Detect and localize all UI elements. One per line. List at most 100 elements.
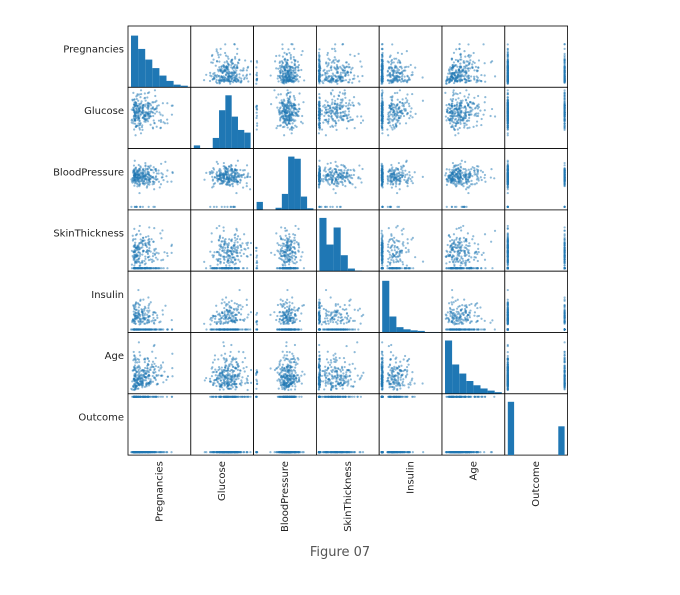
scatter-point [229, 82, 232, 85]
scatter-point [456, 174, 459, 178]
scatter-point [335, 171, 338, 174]
scatter-point [216, 180, 219, 183]
scatter-point [329, 125, 332, 129]
scatter-point [466, 127, 469, 130]
scatter-point [218, 66, 221, 69]
scatter-point [238, 76, 241, 79]
scatter-point [227, 63, 230, 66]
scatter-point [473, 96, 476, 99]
scatter-point [465, 205, 468, 208]
scatter-point [353, 169, 356, 172]
scatter-point [146, 173, 149, 176]
scatter-point [471, 108, 474, 111]
scatter-point [226, 61, 229, 64]
scatter-point [141, 124, 144, 127]
scatter-point [290, 104, 293, 107]
hist-bar [225, 95, 232, 149]
scatter-point [358, 164, 361, 167]
scatter-point [220, 173, 223, 176]
scatter-point [396, 51, 400, 54]
scatter-point [150, 107, 153, 110]
scatter-point [351, 101, 354, 104]
scatter-point [445, 82, 448, 85]
scatter-point [226, 177, 229, 180]
scatter-point [132, 238, 135, 241]
scatter-point [145, 250, 148, 254]
scatter-point [483, 74, 486, 77]
scatter-point [333, 167, 336, 171]
scatter-point [459, 162, 462, 165]
scatter-point [339, 73, 342, 76]
scatter-point [133, 245, 136, 249]
scatter-point [387, 180, 390, 183]
scatter-point [216, 74, 219, 77]
scatter-point [349, 176, 352, 179]
scatter-point [166, 118, 169, 121]
scatter-point [229, 60, 232, 63]
scatter-point [387, 115, 390, 118]
scatter-point [471, 65, 474, 68]
scatter-point [407, 176, 410, 179]
scatter-point [391, 73, 394, 76]
scatter-point [323, 104, 326, 107]
scatter-point [289, 91, 292, 94]
scatter-point [381, 120, 384, 123]
scatter-point [255, 111, 258, 114]
scatter-point [275, 127, 278, 130]
scatter-point [143, 114, 147, 118]
scatter-point [217, 56, 220, 59]
scatter-point [391, 166, 394, 169]
scatter-point [159, 127, 162, 130]
scatter-point [230, 77, 233, 81]
scatter-point [144, 105, 147, 108]
scatter-point [215, 160, 218, 163]
scatter-point [506, 58, 509, 62]
scatter-point [506, 66, 509, 69]
hist-bar [166, 80, 174, 88]
cell-BloodPressure-vs-Insulin [378, 148, 443, 211]
scatter-point [454, 117, 458, 121]
scatter-point [386, 205, 389, 208]
scatter-point [255, 82, 258, 85]
scatter-point [318, 205, 321, 208]
scatter-point [454, 98, 458, 101]
scatter-point [506, 75, 509, 79]
scatter-point [456, 80, 459, 83]
scatter-point [226, 205, 229, 208]
scatter-point [295, 73, 298, 76]
cell-Pregnancies-vs-BloodPressure [253, 25, 317, 88]
scatter-point [449, 66, 452, 69]
scatter-point [451, 100, 454, 103]
scatter-point [381, 174, 384, 177]
scatter-point [563, 101, 566, 104]
scatter-point [324, 177, 327, 180]
scatter-point [456, 111, 459, 114]
scatter-point [361, 119, 365, 122]
scatter-point [152, 114, 155, 118]
scatter-point [348, 66, 351, 69]
scatter-point [216, 51, 219, 54]
scatter-point [381, 104, 384, 107]
scatter-point [393, 127, 396, 130]
scatter-point [297, 103, 300, 106]
scatter-point [149, 250, 152, 253]
scatter-point [157, 252, 160, 255]
scatter-point [339, 111, 343, 114]
scatter-point [506, 80, 509, 83]
scatter-point [210, 61, 213, 64]
hist-bar [281, 193, 289, 210]
scatter-point [203, 178, 206, 181]
scatter-point [359, 60, 362, 63]
scatter-point [343, 89, 346, 92]
scatter-point [160, 176, 163, 179]
scatter-point [406, 74, 409, 77]
scatter-point [322, 121, 325, 124]
scatter-point [278, 64, 282, 68]
scatter-point [453, 107, 456, 110]
hist-bar [152, 68, 160, 88]
scatter-point [281, 47, 284, 50]
scatter-point [396, 191, 399, 195]
scatter-point [138, 109, 141, 113]
scatter-point [255, 71, 259, 74]
scatter-point [218, 81, 221, 84]
